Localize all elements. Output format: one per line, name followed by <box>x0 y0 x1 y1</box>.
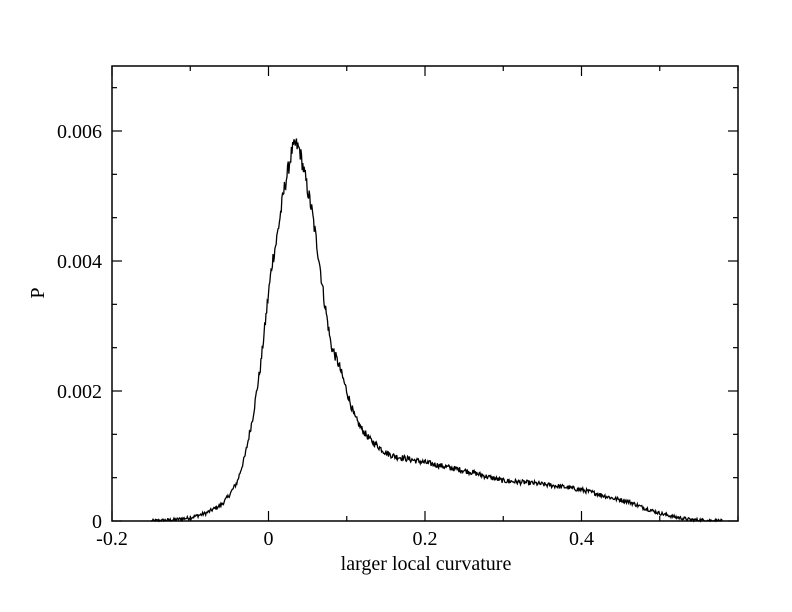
y-tick-label: 0 <box>92 511 102 533</box>
x-tick-label: 0 <box>264 528 274 550</box>
y-tick-label: 0.004 <box>57 251 102 273</box>
plot-frame <box>111 65 739 522</box>
x-tick-label: -0.2 <box>96 528 128 550</box>
axis-ticks <box>111 66 739 522</box>
x-tick-label: 0.2 <box>413 528 438 550</box>
x-axis-label: larger local curvature <box>341 553 512 575</box>
y-tick-label: 0.002 <box>57 381 102 403</box>
y-axis-label: P <box>27 287 49 298</box>
y-tick-label: 0.006 <box>57 121 102 143</box>
x-tick-label: 0.4 <box>569 528 594 550</box>
series-line <box>150 138 723 523</box>
